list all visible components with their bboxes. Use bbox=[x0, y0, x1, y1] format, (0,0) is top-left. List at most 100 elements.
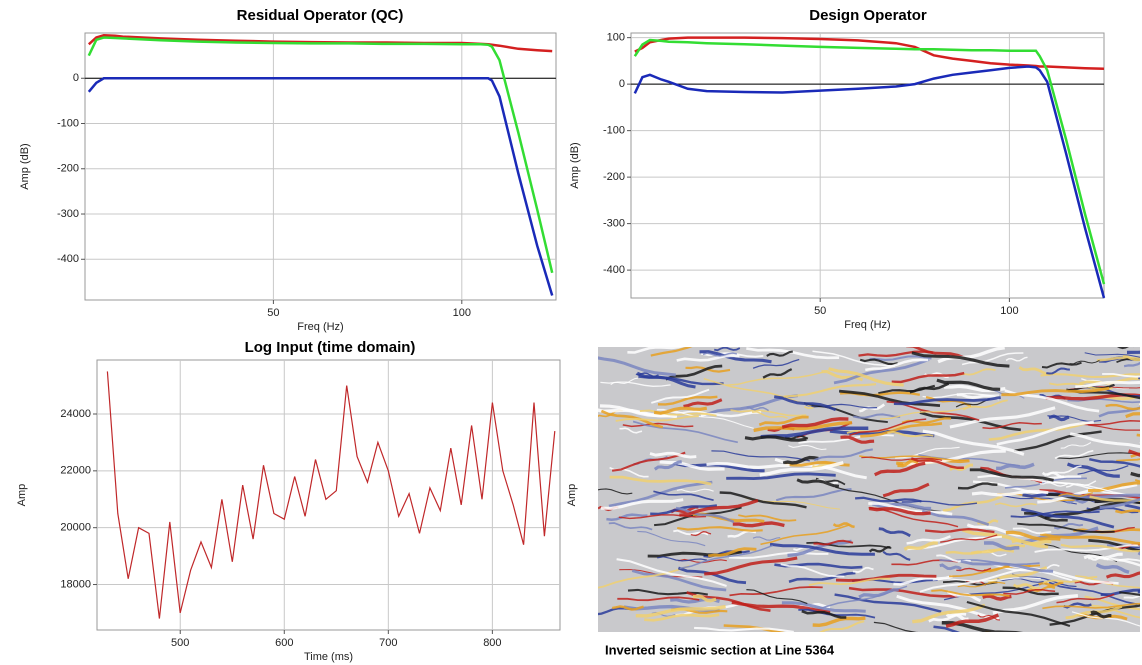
seismic-stroke bbox=[955, 398, 990, 408]
seismic-stroke bbox=[730, 409, 807, 417]
seismic-stroke bbox=[723, 624, 786, 632]
seismic-stroke bbox=[1037, 483, 1138, 504]
seismic-stroke bbox=[937, 347, 1005, 364]
seismic-stroke bbox=[651, 388, 710, 404]
seismic-stroke bbox=[598, 488, 633, 495]
seismic-stroke bbox=[788, 444, 827, 451]
seismic-stroke bbox=[1042, 602, 1140, 610]
seismic-stroke bbox=[928, 612, 967, 623]
seismic-stroke bbox=[753, 421, 852, 433]
seismic-stroke bbox=[1048, 414, 1070, 422]
seismic-stroke bbox=[819, 620, 865, 632]
series-line bbox=[106, 371, 556, 619]
x-tick-label: 100 bbox=[1000, 305, 1018, 317]
seismic-stroke bbox=[840, 435, 875, 444]
seismic-stroke bbox=[637, 530, 706, 547]
seismic-stroke bbox=[1003, 588, 1056, 595]
seismic-stroke bbox=[861, 456, 943, 461]
seismic-stroke bbox=[659, 460, 725, 471]
seismic-stroke bbox=[653, 406, 708, 415]
y-tick-label: -200 bbox=[603, 171, 625, 183]
seismic-stroke bbox=[956, 393, 1000, 401]
seismic-stroke bbox=[962, 399, 1008, 411]
seismic-stroke bbox=[906, 347, 966, 360]
seismic-stroke bbox=[891, 371, 965, 384]
seismic-stroke bbox=[921, 509, 990, 526]
seismic-stroke bbox=[849, 418, 927, 437]
seismic-stroke bbox=[1001, 386, 1110, 397]
seismic-stroke bbox=[939, 563, 962, 571]
seismic-stroke bbox=[773, 395, 837, 412]
seismic-stroke bbox=[746, 406, 769, 412]
seismic-stroke bbox=[649, 451, 697, 459]
seismic-stroke bbox=[1056, 593, 1115, 604]
seismic-stroke bbox=[752, 536, 781, 541]
y-axis-label: Amp bbox=[16, 484, 28, 507]
seismic-stroke bbox=[970, 544, 1025, 555]
seismic-stroke bbox=[622, 422, 694, 428]
seismic-stroke bbox=[759, 460, 844, 477]
seismic-stroke bbox=[1099, 497, 1140, 510]
seismic-stroke bbox=[598, 356, 676, 377]
seismic-stroke bbox=[1058, 492, 1093, 497]
y-tick-label: -400 bbox=[603, 264, 625, 276]
seismic-stroke bbox=[977, 614, 1000, 621]
seismic-stroke bbox=[1013, 430, 1102, 452]
seismic-stroke bbox=[631, 569, 727, 592]
seismic-stroke bbox=[1088, 424, 1140, 431]
seismic-stroke bbox=[833, 358, 930, 385]
seismic-stroke bbox=[808, 577, 891, 586]
y-tick-label: 0 bbox=[73, 72, 79, 84]
seismic-stroke bbox=[675, 506, 735, 524]
y-tick-label: -100 bbox=[603, 125, 625, 137]
chart-title: Residual Operator (QC) bbox=[237, 7, 404, 24]
seismic-stroke bbox=[1123, 361, 1140, 368]
seismic-stroke bbox=[887, 430, 934, 438]
seismic-stroke bbox=[606, 513, 648, 522]
seismic-stroke bbox=[957, 581, 1006, 588]
seismic-stroke bbox=[1054, 449, 1094, 459]
seismic-stroke bbox=[704, 556, 798, 576]
seismic-stroke bbox=[616, 558, 727, 587]
seismic-stroke bbox=[1105, 571, 1140, 579]
seismic-stroke bbox=[1060, 543, 1140, 553]
seismic-stroke bbox=[996, 462, 1035, 471]
seismic-stroke bbox=[766, 350, 793, 357]
seismic-stroke bbox=[801, 609, 847, 619]
seismic-stroke bbox=[832, 522, 855, 529]
seismic-stroke bbox=[868, 506, 931, 516]
y-tick-label: -400 bbox=[57, 253, 79, 265]
seismic-stroke bbox=[969, 468, 1054, 482]
y-tick-label: 24000 bbox=[60, 408, 91, 420]
seismic-stroke bbox=[650, 504, 718, 516]
seismic-stroke bbox=[1039, 532, 1140, 545]
seismic-stroke bbox=[1046, 367, 1070, 375]
seismic-stroke bbox=[982, 594, 1012, 601]
seismic-stroke bbox=[746, 589, 808, 605]
x-tick-label: 50 bbox=[814, 305, 826, 317]
seismic-stroke bbox=[852, 566, 874, 574]
series-line bbox=[634, 36, 1105, 71]
seismic-stroke bbox=[787, 539, 852, 558]
seismic-stroke bbox=[834, 593, 942, 613]
seismic-stroke bbox=[1018, 366, 1051, 376]
seismic-stroke bbox=[752, 358, 800, 369]
seismic-stroke bbox=[933, 625, 961, 632]
seismic-stroke bbox=[1125, 412, 1140, 419]
seismic-stroke bbox=[599, 404, 678, 419]
seismic-stroke bbox=[865, 358, 929, 372]
seismic-stroke bbox=[903, 449, 1006, 467]
seismic-stroke bbox=[729, 586, 823, 597]
series-line bbox=[633, 65, 1106, 299]
seismic-stroke bbox=[858, 588, 899, 599]
seismic-stroke bbox=[632, 420, 738, 444]
seismic-stroke bbox=[922, 429, 1025, 456]
seismic-stroke bbox=[1002, 586, 1059, 596]
seismic-stroke bbox=[782, 455, 819, 465]
seismic-stroke bbox=[657, 556, 708, 562]
seismic-stroke bbox=[868, 502, 953, 516]
seismic-stroke bbox=[1077, 465, 1129, 475]
plot-area bbox=[84, 32, 557, 301]
seismic-stroke bbox=[692, 594, 717, 603]
seismic-stroke bbox=[909, 382, 950, 394]
